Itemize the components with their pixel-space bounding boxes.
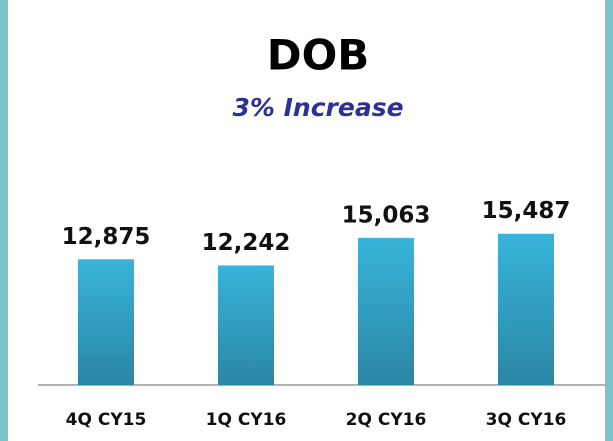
data-label: 15,487 [482, 198, 571, 224]
x-tick-label: 4Q CY15 [66, 410, 147, 430]
bar [78, 259, 134, 385]
bar [498, 233, 554, 385]
data-label: 12,875 [62, 224, 151, 250]
chart-title: DOB [267, 31, 370, 80]
x-tick-label: 2Q CY16 [346, 410, 427, 430]
data-label: 12,242 [202, 230, 291, 256]
chart-subtitle: 3% Increase [232, 93, 403, 122]
x-tick-label: 1Q CY16 [206, 410, 287, 430]
bar [358, 237, 414, 385]
data-label: 15,063 [342, 202, 431, 228]
bar [218, 265, 274, 385]
x-tick-label: 3Q CY16 [486, 410, 567, 430]
